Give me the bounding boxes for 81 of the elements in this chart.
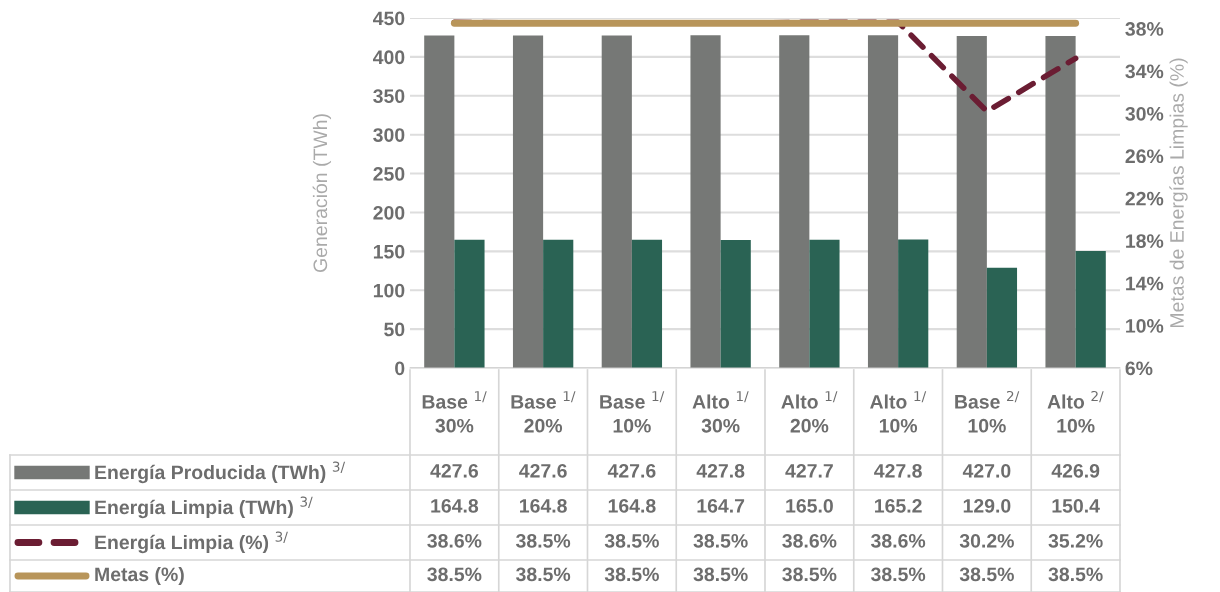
- data-label: 164.7: [697, 498, 745, 513]
- bar: [690, 35, 721, 368]
- y-tick-label: 350: [373, 89, 405, 104]
- y-axis-title: Generación (TWh): [312, 114, 332, 272]
- data-label: 150.4: [1052, 498, 1100, 513]
- y-tick-label: 150: [373, 244, 405, 259]
- y2-tick-label: 38%: [1125, 22, 1164, 36]
- y2-tick-label: 18%: [1126, 234, 1164, 248]
- bar: [1075, 251, 1106, 368]
- y-tick-label: 50: [384, 322, 405, 337]
- bar: [720, 239, 751, 368]
- data-label: 38.6%: [871, 533, 926, 548]
- data-label: 427.6: [607, 463, 656, 478]
- bar: [454, 239, 485, 368]
- data-label: 38.5%: [693, 533, 748, 548]
- y-tick-label: 0: [395, 361, 405, 376]
- data-label: 38.5%: [516, 567, 571, 582]
- data-label: 164.8: [520, 498, 567, 513]
- y-tick-label: 400: [372, 50, 405, 65]
- y-tick-label: 200: [373, 205, 405, 220]
- data-label: 427.8: [696, 463, 745, 478]
- y2-tick-label: 34%: [1125, 64, 1164, 79]
- bar: [898, 239, 929, 368]
- data-label: 38.5%: [959, 567, 1014, 582]
- legend-label: Energía Limpia (%) $^{3/}$: [95, 531, 288, 554]
- legend-label: Energía Limpia (TWh) $^{3/}$: [95, 496, 313, 519]
- data-label: 165.2: [875, 498, 922, 513]
- category-label: Alto $^{2/}$ 10%: [1047, 390, 1104, 433]
- y2-tick-label: 6%: [1125, 361, 1153, 376]
- data-label: 164.8: [431, 498, 479, 513]
- data-label: 38.5%: [427, 567, 482, 582]
- data-label: 38.5%: [516, 533, 571, 548]
- bar: [601, 35, 632, 368]
- data-label: 426.9: [1051, 463, 1100, 478]
- data-label: 38.6%: [782, 533, 837, 548]
- legend-label: Energía Producida (TWh) $^{3/}$: [95, 461, 346, 484]
- y-tick-label: 450: [372, 11, 405, 26]
- y-tick-label: 100: [373, 283, 405, 298]
- data-label: 30.2%: [959, 533, 1014, 548]
- bar: [956, 35, 987, 368]
- data-label: 427.0: [962, 463, 1011, 478]
- y2-axis-title: Metas de Energías Limpias (%): [1169, 58, 1188, 328]
- bar: [986, 267, 1018, 368]
- data-label: 427.6: [430, 463, 478, 478]
- category-label: Base $^{2/}$ 10%: [955, 390, 1020, 433]
- data-label: 38.5%: [1048, 567, 1103, 582]
- category-label: Alto $^{1/}$ 30%: [692, 391, 749, 433]
- category-label: Alto $^{1/}$ 20%: [781, 391, 838, 433]
- data-label: 427.6: [519, 463, 567, 478]
- bar: [779, 35, 810, 368]
- data-label: 38.5%: [693, 567, 748, 582]
- data-label: 38.6%: [427, 533, 482, 548]
- bar: [867, 35, 899, 368]
- data-label: 427.8: [874, 463, 922, 478]
- y2-tick-label: 26%: [1125, 149, 1164, 164]
- y2-tick-label: 14%: [1126, 276, 1164, 291]
- data-label: 35.2%: [1048, 533, 1103, 548]
- category-label: Alto $^{1/}$ 10%: [870, 391, 927, 433]
- category-label: Base $^{1/}$ 10%: [600, 391, 665, 433]
- data-label: 38.5%: [871, 567, 926, 582]
- data-label: 38.5%: [604, 533, 659, 548]
- y-tick-label: 300: [373, 128, 405, 142]
- category-label: Base $^{1/}$ 20%: [511, 391, 576, 433]
- data-label: 38.5%: [604, 567, 659, 582]
- data-label: 38.5%: [782, 567, 837, 582]
- data-label: 427.7: [785, 463, 833, 478]
- legend-label: Metas (%): [95, 566, 184, 586]
- bar: [809, 239, 840, 368]
- data-label: 129.0: [963, 498, 1011, 513]
- y2-tick-label: 22%: [1125, 191, 1164, 206]
- data-label: 164.8: [608, 498, 656, 513]
- bar: [1045, 35, 1076, 368]
- bar: [631, 239, 663, 368]
- data-label: 165.0: [786, 498, 833, 513]
- y2-tick-label: 30%: [1125, 106, 1164, 121]
- bar: [543, 239, 574, 368]
- y2-tick-label: 10%: [1126, 319, 1164, 333]
- bar: [424, 35, 455, 368]
- category-label: Base $^{1/}$ 30%: [422, 391, 487, 433]
- bar: [512, 35, 544, 368]
- y-tick-label: 250: [373, 167, 405, 181]
